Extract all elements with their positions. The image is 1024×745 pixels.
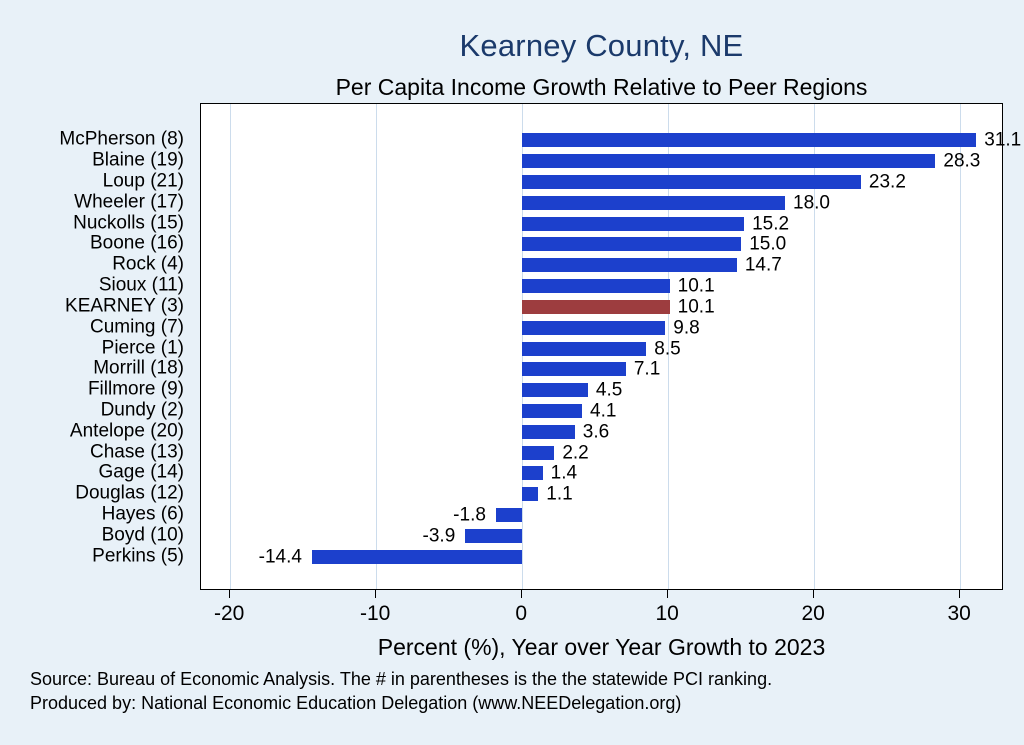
value-label: 7.1 bbox=[633, 358, 661, 380]
bar bbox=[522, 237, 742, 252]
bar bbox=[522, 154, 936, 169]
bar bbox=[522, 403, 583, 418]
value-label: 31.1 bbox=[984, 129, 1022, 151]
category-label: Fillmore (9) bbox=[87, 378, 184, 400]
bar bbox=[522, 258, 737, 273]
value-label: 9.8 bbox=[673, 317, 700, 339]
x-axis-label: Percent (%), Year over Year Growth to 20… bbox=[377, 634, 826, 660]
tick-label: 10 bbox=[655, 602, 679, 625]
category-label: Perkins (5) bbox=[92, 545, 184, 567]
category-label: Dundy (2) bbox=[100, 399, 184, 421]
bar bbox=[522, 279, 670, 294]
value-label: 1.4 bbox=[550, 462, 578, 484]
tick-label: -10 bbox=[360, 602, 391, 625]
tick-mark bbox=[666, 590, 668, 598]
bar bbox=[522, 320, 666, 335]
gridline bbox=[813, 104, 815, 589]
bar bbox=[522, 175, 861, 190]
category-label: Antelope (20) bbox=[69, 420, 184, 442]
tick-mark bbox=[228, 590, 230, 598]
gridline bbox=[229, 104, 231, 589]
value-label: 14.7 bbox=[744, 254, 782, 276]
footer: Source: Bureau of Economic Analysis. The… bbox=[30, 668, 1000, 716]
category-label: Loup (21) bbox=[102, 170, 184, 192]
category-label: Morrill (18) bbox=[93, 357, 184, 379]
category-label: Cuming (7) bbox=[90, 316, 184, 338]
tick-label: 20 bbox=[801, 602, 825, 625]
category-label: Douglas (12) bbox=[75, 482, 184, 504]
category-label: Hayes (6) bbox=[101, 503, 184, 525]
tick-mark bbox=[958, 590, 960, 598]
category-label: Wheeler (17) bbox=[74, 191, 184, 213]
plot-area: 31.1 28.3 23.2 18.0 15.2 15.0 14.7 10.1 10.1 9.8 8… bbox=[200, 103, 1021, 590]
value-label: -14.4 bbox=[258, 546, 302, 568]
value-label: 3.6 bbox=[582, 421, 610, 443]
gridline bbox=[959, 104, 961, 589]
category-label: Boyd (10) bbox=[101, 524, 184, 546]
bar bbox=[522, 195, 785, 210]
bar bbox=[522, 487, 539, 502]
tick-label: -20 bbox=[214, 602, 245, 625]
gridline bbox=[375, 104, 377, 589]
value-label: 4.5 bbox=[595, 379, 623, 401]
category-label: Boone (16) bbox=[89, 232, 184, 254]
category-label: Sioux (11) bbox=[98, 274, 184, 296]
tick-label: 0 bbox=[515, 602, 528, 625]
tick-mark bbox=[374, 590, 376, 598]
bar bbox=[522, 424, 575, 439]
bar bbox=[311, 549, 523, 564]
footer-produced-by: Produced by: National Economic Education… bbox=[30, 692, 682, 713]
category-label: Chase (13) bbox=[90, 441, 184, 463]
value-label: 18.0 bbox=[793, 192, 830, 214]
x-axis-ticks: -20 -10 0 10 20 30 bbox=[200, 590, 1003, 636]
tick-label: 30 bbox=[947, 602, 971, 625]
value-label: 10.1 bbox=[677, 275, 715, 297]
bar-highlight bbox=[522, 299, 670, 314]
value-label: 8.5 bbox=[654, 338, 681, 359]
bar bbox=[522, 445, 555, 460]
bar bbox=[495, 507, 523, 522]
value-label: 15.0 bbox=[749, 233, 787, 255]
value-label: 23.2 bbox=[868, 171, 906, 193]
footer-source: Source: Bureau of Economic Analysis. The… bbox=[30, 669, 773, 689]
bar bbox=[522, 341, 647, 356]
category-label: Blaine (19) bbox=[92, 149, 184, 171]
category-label: Pierce (1) bbox=[101, 337, 184, 358]
value-label: 28.3 bbox=[943, 150, 981, 172]
value-label: -3.9 bbox=[422, 525, 456, 547]
tick-mark bbox=[520, 590, 522, 598]
value-label: 2.2 bbox=[562, 442, 589, 464]
chart-title: Kearney County, NE bbox=[459, 28, 744, 63]
value-label: 15.2 bbox=[752, 213, 790, 235]
bar bbox=[465, 528, 523, 543]
value-label: 4.1 bbox=[590, 400, 617, 422]
bar bbox=[522, 362, 626, 377]
bar bbox=[522, 466, 543, 481]
category-axis: McPherson (8) Blaine (19) Loup (21) Wheeler… bbox=[0, 103, 190, 590]
gridline bbox=[667, 104, 669, 589]
category-label: Nuckolls (15) bbox=[73, 212, 184, 234]
category-label: Rock (4) bbox=[112, 253, 184, 275]
chart-subtitle: Per Capita Income Growth Relative to Pee… bbox=[335, 74, 868, 100]
value-label: -1.8 bbox=[453, 504, 486, 526]
category-label: Gage (14) bbox=[98, 461, 184, 483]
bar bbox=[522, 383, 588, 398]
category-label: KEARNEY (3) bbox=[65, 295, 184, 317]
category-label: McPherson (8) bbox=[59, 128, 184, 150]
tick-mark bbox=[812, 590, 814, 598]
bar bbox=[522, 133, 977, 148]
value-label: 10.1 bbox=[677, 296, 715, 318]
value-label: 1.1 bbox=[546, 483, 573, 505]
bar bbox=[522, 216, 745, 231]
